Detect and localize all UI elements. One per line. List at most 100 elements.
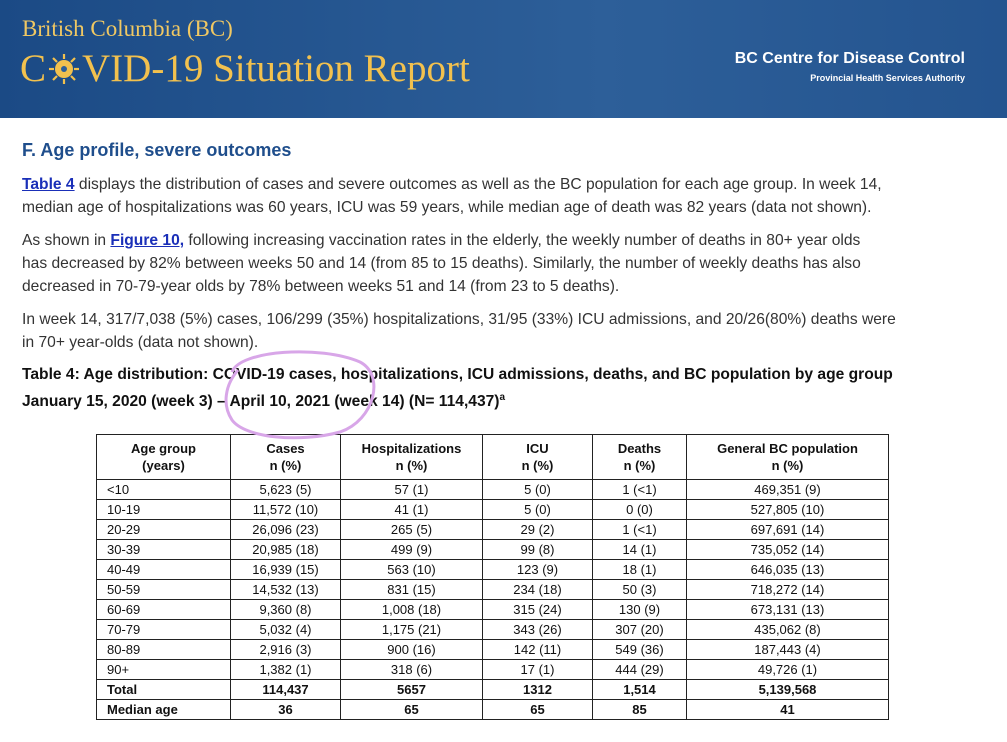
age-table: Age group (years) Cases n (%) Hospitalizatio… [96,434,889,720]
org-subtitle: Provincial Health Services Authority [810,73,965,83]
table-row: Total 114,437 5657 1312 1,514 5,139,568 [96,679,889,700]
org-name: BC Centre for Disease Control [734,50,965,67]
header-line: n (%) [395,458,428,473]
paragraph-line: in 70+ year-olds (data not shown). [22,334,258,352]
text: following increasing vaccination rates i… [184,232,861,249]
table-row: <10 5,623 (5) 57 (1) 5 (0) 1 (<1) 469,351 (9) [96,479,889,500]
table-cell: 1,008 (18) [340,599,483,620]
table-cell: 50-59 [96,579,231,600]
text: In week 14, 317/7,038 (5%) cases, 106/29… [22,311,896,328]
table-cell: 36 [230,699,341,720]
table-cell: 30-39 [96,539,231,560]
header-title: C VID-19 Situation Report [20,46,470,91]
header-cell: Cases n (%) [230,434,341,480]
table-cell: 831 (15) [340,579,483,600]
header-line: n (%) [771,458,804,473]
table-cell: 0 (0) [592,499,687,520]
table-cell: Median age [96,699,231,720]
table-cell: 315 (24) [482,599,593,620]
table-cell: 2,916 (3) [230,639,341,660]
table-cell: 735,052 (14) [686,539,889,560]
table-cell: 85 [592,699,687,720]
text: has decreased by 82% between weeks 50 an… [22,255,861,272]
table-cell: 50 (3) [592,579,687,600]
table-cell: 14 (1) [592,539,687,560]
paragraph-line: In week 14, 317/7,038 (5%) cases, 106/29… [22,311,896,329]
link[interactable]: Table 4 [22,176,75,193]
table-cell: 549 (36) [592,639,687,660]
table-cell: 646,035 (13) [686,559,889,580]
table-cell: 123 (9) [482,559,593,580]
table-cell: 1 (<1) [592,519,687,540]
table-cell: 265 (5) [340,519,483,540]
text: median age of hospitalizations was 60 ye… [22,199,872,216]
table-row: 90+ 1,382 (1) 318 (6) 17 (1) 444 (29) 49,726 … [96,659,889,680]
table-cell: 307 (20) [592,619,687,640]
header-cell: Age group (years) [96,434,231,480]
paragraph-line: decreased in 70-79-year olds by 78% betw… [22,278,619,296]
table-cell: 65 [482,699,593,720]
header-line: Hospitalizations [361,441,462,456]
table-cell: 80-89 [96,639,231,660]
table-cell: 60-69 [96,599,231,620]
table-cell: 16,939 (15) [230,559,341,580]
footnote-mark: a [499,392,506,403]
table-cell: 26,096 (23) [230,519,341,540]
table-row: 20-29 26,096 (23) 265 (5) 29 (2) 1 (<1) 697,6… [96,519,889,540]
table-cell: 1312 [482,679,593,700]
table-cell: 499 (9) [340,539,483,560]
table-cell: 70-79 [96,619,231,640]
table-cell: 5,032 (4) [230,619,341,640]
paragraph-line: Table 4 displays the distribution of cas… [22,176,882,194]
text: displays the distribution of cases and s… [74,176,882,193]
table-cell: 41 [686,699,889,720]
table-cell: 318 (6) [340,659,483,680]
table-row: 40-49 16,939 (15) 563 (10) 123 (9) 18 (1) 646… [96,559,889,580]
table-cell: 9,360 (8) [230,599,341,620]
table-cell: 29 (2) [482,519,593,540]
table-row: 70-79 5,032 (4) 1,175 (21) 343 (26) 307 (20)… [96,619,889,640]
header-band: British Columbia (BC) C VID-19 Situation… [0,0,1007,118]
text: decreased in 70-79-year olds by 78% betw… [22,278,620,295]
header-subtitle: British Columbia (BC) [22,16,233,41]
table-cell: 563 (10) [340,559,483,580]
header-line: ICU [526,441,549,456]
table-cell: 14,532 (13) [230,579,341,600]
table-title-line: January 15, 2020 (week 3) – April 10, 20… [22,392,506,411]
table-cell: 99 (8) [482,539,593,560]
header-cell: Deaths n (%) [592,434,687,480]
section-heading: F. Age profile, severe outcomes [22,140,292,160]
table-cell: 20,985 (18) [230,539,341,560]
table-cell: 18 (1) [592,559,687,580]
table-cell: 40-49 [96,559,231,580]
link[interactable]: Figure 10, [110,232,185,249]
table-row: 50-59 14,532 (13) 831 (15) 234 (18) 50 (3) 71… [96,579,889,600]
table-cell: 900 (16) [340,639,483,660]
table-row: 60-69 9,360 (8) 1,008 (18) 315 (24) 130 (9) 6… [96,599,889,620]
table-cell: 718,272 (14) [686,579,889,600]
table-cell: 5 (0) [482,479,593,500]
table-cell: 527,805 (10) [686,499,889,520]
header-line: n (%) [269,458,302,473]
table-cell: 11,572 (10) [230,499,341,520]
table-row: 30-39 20,985 (18) 499 (9) 99 (8) 14 (1) 735,0… [96,539,889,560]
table-cell: Total [96,679,231,700]
virus-icon [49,53,80,84]
header-line: Deaths [617,441,662,456]
paragraph-line: has decreased by 82% between weeks 50 an… [22,255,861,273]
header-cell: General BC population n (%) [686,434,889,480]
table-cell: 444 (29) [592,659,687,680]
table-cell: 5657 [340,679,483,700]
table-cell: 1,382 (1) [230,659,341,680]
table-cell: 435,062 (8) [686,619,889,640]
table-cell: 114,437 [230,679,341,700]
table-cell: 697,691 (14) [686,519,889,540]
table-cell: 1 (<1) [592,479,687,500]
table-cell: 10-19 [96,499,231,520]
table-cell: <10 [96,479,231,500]
table-title-line: Table 4: Age distribution: COVID-19 case… [22,366,893,383]
table-cell: 57 (1) [340,479,483,500]
table-cell: 1,175 (21) [340,619,483,640]
table-cell: 17 (1) [482,659,593,680]
